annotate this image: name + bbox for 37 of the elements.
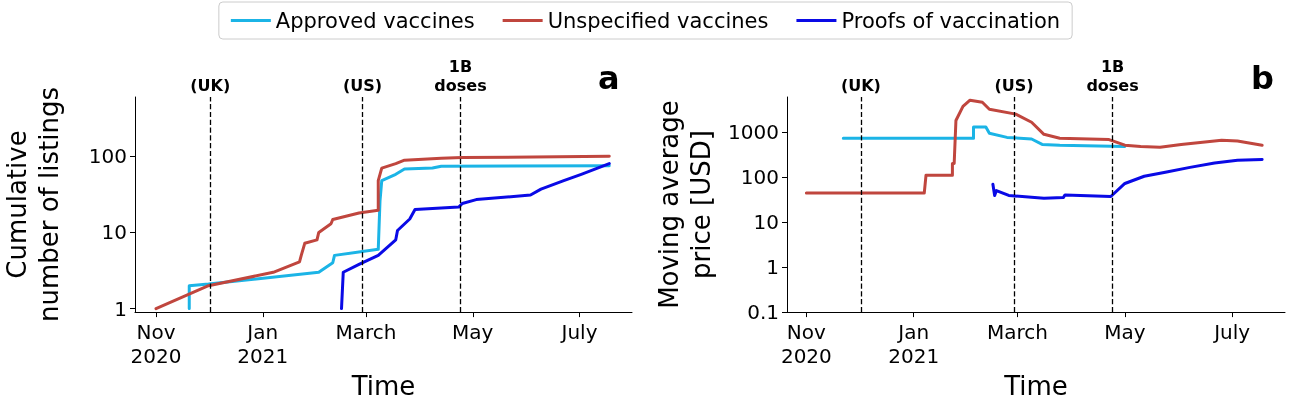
ref-line-label: 1B doses xyxy=(434,57,487,95)
text: b xyxy=(1251,59,1274,97)
legend-label: Unspecified vaccines xyxy=(547,8,769,33)
y-tick-label: 1 xyxy=(114,296,127,321)
y-tick-label: 1 xyxy=(766,255,779,280)
y-tick-label: 10 xyxy=(101,220,127,245)
ref-line-label: (US) xyxy=(994,76,1034,95)
x-tick-label: Nov 2020 xyxy=(130,320,182,369)
y-tick-label: 10 xyxy=(753,210,779,235)
y-tick-label: 0.1 xyxy=(747,300,779,325)
x-tick-label: May xyxy=(452,320,494,345)
text: a xyxy=(598,59,620,97)
x-tick-label: March xyxy=(987,320,1049,345)
line-series xyxy=(991,158,1264,200)
line-series xyxy=(804,98,1264,195)
y-tick-label: 100 xyxy=(740,165,779,190)
ref-line-label: (US) xyxy=(342,76,383,95)
x-tick-label: Jan 2021 xyxy=(888,320,940,369)
ref-line-label: 1B doses xyxy=(1086,57,1139,95)
line-series xyxy=(340,162,611,311)
ref-line-label: (UK) xyxy=(840,76,881,95)
y-axis-title: Cumulative number of listings xyxy=(2,87,64,323)
legend-label: Approved vaccines xyxy=(275,8,475,33)
line-series xyxy=(841,125,1127,148)
x-tick-label: May xyxy=(1104,320,1146,345)
legend-label: Proofs of vaccination xyxy=(841,8,1061,33)
x-axis-title: Time xyxy=(350,371,416,401)
x-axis-title: Time xyxy=(1003,371,1068,401)
y-axis-title: Moving average price [USD] xyxy=(654,100,716,309)
y-tick-label: 1000 xyxy=(728,120,779,145)
y-tick-label: 100 xyxy=(88,144,127,169)
x-tick-label: March xyxy=(335,320,397,345)
x-tick-label: Nov 2020 xyxy=(780,320,832,369)
x-tick-label: Jan 2021 xyxy=(237,320,289,369)
ref-line-label: (UK) xyxy=(190,76,231,95)
x-tick-label: July xyxy=(1212,320,1251,345)
x-tick-label: July xyxy=(559,320,598,345)
